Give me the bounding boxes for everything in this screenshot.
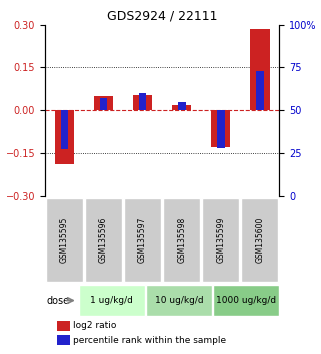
Text: log2 ratio: log2 ratio: [73, 321, 117, 330]
Bar: [133, 95, 152, 110]
Text: dose: dose: [47, 296, 70, 306]
Text: percentile rank within the sample: percentile rank within the sample: [73, 336, 226, 345]
Text: GSM135595: GSM135595: [60, 216, 69, 263]
Text: GSM135596: GSM135596: [99, 216, 108, 263]
Bar: [139, 93, 146, 110]
Bar: [100, 98, 108, 110]
Text: GSM135597: GSM135597: [138, 216, 147, 263]
Bar: [57, 321, 70, 331]
Text: 10 ug/kg/d: 10 ug/kg/d: [154, 296, 203, 305]
Bar: [217, 110, 225, 148]
Text: GSM135600: GSM135600: [255, 216, 264, 263]
FancyBboxPatch shape: [163, 198, 200, 282]
FancyBboxPatch shape: [146, 285, 212, 316]
FancyBboxPatch shape: [79, 285, 145, 316]
Bar: [94, 96, 113, 110]
Bar: [172, 104, 191, 110]
FancyBboxPatch shape: [85, 198, 122, 282]
Bar: [55, 110, 74, 164]
FancyBboxPatch shape: [202, 198, 239, 282]
Text: 1 ug/kg/d: 1 ug/kg/d: [91, 296, 133, 305]
FancyBboxPatch shape: [124, 198, 161, 282]
Text: 1000 ug/kg/d: 1000 ug/kg/d: [216, 296, 276, 305]
Text: GSM135598: GSM135598: [177, 216, 186, 263]
Bar: [256, 71, 264, 110]
Title: GDS2924 / 22111: GDS2924 / 22111: [107, 9, 217, 22]
Bar: [61, 110, 68, 149]
Text: GSM135599: GSM135599: [216, 216, 225, 263]
Bar: [57, 335, 70, 346]
Bar: [211, 110, 230, 147]
Bar: [250, 29, 270, 110]
FancyBboxPatch shape: [213, 285, 279, 316]
FancyBboxPatch shape: [241, 198, 279, 282]
Bar: [178, 102, 186, 110]
FancyBboxPatch shape: [46, 198, 83, 282]
